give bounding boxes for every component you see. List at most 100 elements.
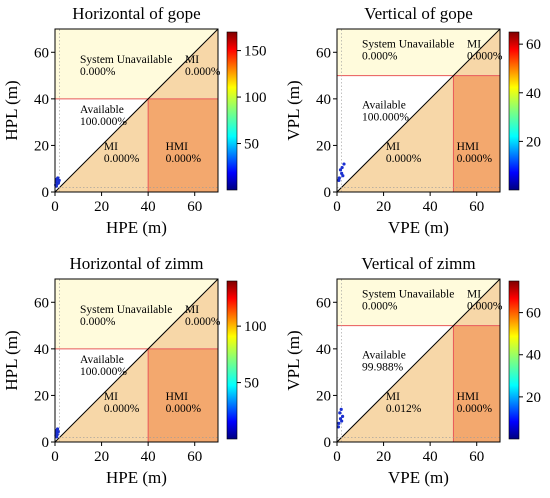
- chart-panel: 00 20 20 40 40 60 60 Vertical of gope VPE (m) VPL…: [284, 4, 541, 237]
- x-tick-label: 60: [187, 449, 202, 465]
- colorbar: [226, 31, 238, 191]
- x-tick-label: 20: [376, 199, 391, 215]
- hmi-value: 0.000%: [457, 403, 493, 415]
- x-tick-label: 60: [187, 199, 202, 215]
- x-tick-label: 60: [469, 449, 484, 465]
- x-axis-label: HPE (m): [106, 218, 167, 237]
- hmi-region: [453, 75, 500, 192]
- diagonal-line: [54, 28, 219, 193]
- y-tick-label: 0: [42, 435, 50, 451]
- colorbar-tick-label: 40: [526, 348, 541, 364]
- x-tick-label: 0: [51, 449, 59, 465]
- diagonal-line: [54, 278, 219, 443]
- data-point: [56, 430, 60, 434]
- x-tick-label: 20: [94, 449, 109, 465]
- x-axis-label: HPE (m): [106, 468, 167, 487]
- x-axis-label: VPE (m): [388, 468, 449, 487]
- data-point: [338, 411, 342, 415]
- mi-upper-value: 0.000%: [467, 51, 503, 63]
- data-point: [339, 407, 343, 411]
- y-tick-label: 20: [316, 138, 331, 154]
- data-point: [337, 421, 341, 425]
- chart-title: Vertical of gope: [364, 4, 473, 23]
- colorbar: [508, 280, 520, 440]
- colorbar: [226, 280, 238, 440]
- data-point: [336, 425, 340, 429]
- mi-upper-label: MI: [467, 289, 481, 301]
- data-point: [54, 184, 58, 188]
- available-label: Available: [80, 104, 124, 116]
- colorbar: [508, 31, 520, 191]
- x-tick-label: 40: [423, 449, 438, 465]
- system-unavailable-label: System Unavailable: [80, 304, 172, 316]
- data-point: [342, 162, 346, 166]
- mi-upper-label: MI: [185, 304, 199, 316]
- hmi-value: 0.000%: [166, 153, 202, 165]
- x-tick-label: 40: [141, 449, 156, 465]
- hmi-region: [148, 98, 218, 192]
- data-point: [341, 174, 345, 178]
- colorbar-tick-label: 50: [244, 376, 259, 392]
- hmi-region: [453, 325, 500, 442]
- y-tick-label: 40: [316, 92, 331, 108]
- mi-lower-value: 0.000%: [386, 153, 422, 165]
- colorbar-tick-label: 100: [244, 319, 267, 335]
- y-axis-label: VPL (m): [284, 80, 303, 140]
- system-unavailable-label: System Unavailable: [80, 54, 172, 66]
- mi-lower-value: 0.000%: [104, 153, 140, 165]
- y-tick-label: 0: [324, 185, 332, 201]
- diagonal-line: [336, 278, 501, 443]
- x-axis-label: VPE (m): [388, 218, 449, 237]
- hmi-label: HMI: [457, 391, 480, 403]
- system-unavailable-label: System Unavailable: [362, 289, 454, 301]
- mi-upper-label: MI: [467, 39, 481, 51]
- x-tick-label: 0: [333, 199, 341, 215]
- data-point: [337, 178, 341, 182]
- available-value: 100.000%: [362, 112, 409, 124]
- hmi-label: HMI: [457, 141, 480, 153]
- data-point: [338, 168, 343, 172]
- colorbar-tick-label: 150: [244, 44, 267, 60]
- mi-upper-value: 0.000%: [467, 301, 503, 313]
- y-tick-label: 20: [34, 388, 49, 404]
- data-point: [56, 176, 60, 180]
- hmi-region: [148, 348, 218, 442]
- mi-lower-label: MI: [386, 141, 400, 153]
- plot-frame: [336, 28, 501, 193]
- x-tick-label: 20: [94, 199, 109, 215]
- chart-panel: 00 20 20 40 40 60 60 Horizontal of gope HPE (m) H…: [2, 4, 267, 237]
- y-tick-label: 60: [34, 45, 49, 61]
- available-label: Available: [80, 354, 124, 366]
- system-unavailable-value: 0.000%: [80, 316, 116, 328]
- data-point: [340, 414, 345, 418]
- available-label: Available: [362, 350, 406, 362]
- mi-lower-label: MI: [104, 391, 118, 403]
- x-tick-label: 20: [376, 449, 391, 465]
- y-tick-label: 60: [34, 295, 49, 311]
- x-tick-label: 40: [423, 199, 438, 215]
- data-point: [55, 427, 60, 431]
- y-axis-label: HPL (m): [2, 80, 21, 140]
- system-unavailable-value: 0.000%: [362, 51, 398, 63]
- y-axis-label: VPL (m): [284, 330, 303, 390]
- chart-title: Vertical of zimm: [361, 254, 475, 273]
- data-point: [340, 165, 344, 170]
- y-tick-label: 40: [316, 342, 331, 358]
- hmi-value: 0.000%: [166, 403, 202, 415]
- hmi-label: HMI: [166, 141, 189, 153]
- y-tick-label: 20: [316, 388, 331, 404]
- data-point: [57, 178, 61, 182]
- x-tick-label: 60: [469, 199, 484, 215]
- hmi-label: HMI: [166, 391, 189, 403]
- y-tick-label: 20: [34, 138, 49, 154]
- mi-lower-value: 0.012%: [386, 403, 422, 415]
- mi-lower-label: MI: [386, 391, 400, 403]
- diagonal-line: [336, 28, 501, 193]
- colorbar-tick-label: 60: [526, 37, 541, 53]
- colorbar-tick-label: 20: [526, 390, 541, 406]
- colorbar-tick-label: 60: [526, 306, 541, 322]
- available-value: 100.000%: [80, 116, 127, 128]
- chart-title: Horizontal of zimm: [69, 254, 203, 273]
- mi-upper-label: MI: [185, 54, 199, 66]
